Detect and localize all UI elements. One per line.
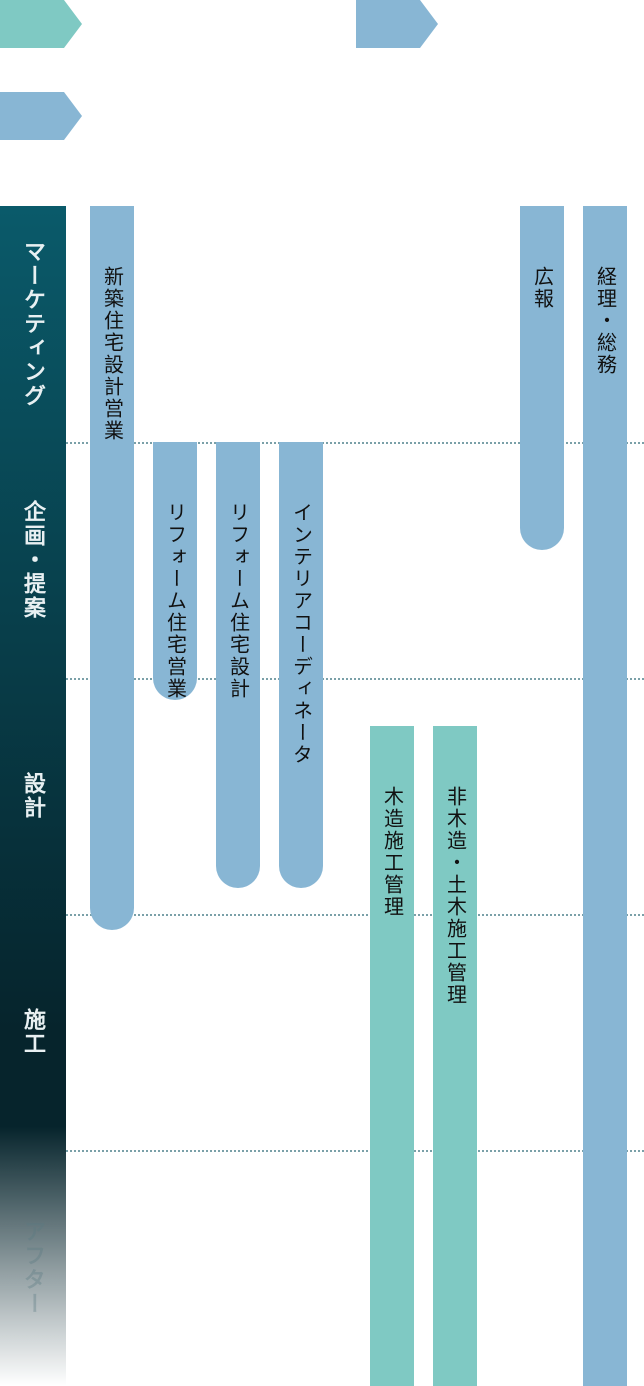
job-label: 新築住宅設計営業 [98,266,127,930]
job-label: 木造施工管理 [378,786,407,1386]
job-bar: 経理・総務 [583,206,627,1386]
job-bar: リフォーム住宅営業 [153,442,197,700]
job-label: インテリアコーディネータ [287,502,316,888]
job-bar: 木造施工管理 [370,726,414,1386]
job-bar: 新築住宅設計営業 [90,206,134,930]
phase-label: 企画・提案 [18,442,48,678]
job-label: 広報 [528,266,557,550]
phase-label: 施工 [18,914,48,1150]
legend-swatch [0,0,82,48]
phase-divider [66,914,644,916]
job-bar: 広報 [520,206,564,550]
job-bar: インテリアコーディネータ [279,442,323,888]
legend-swatch [356,0,438,48]
phase-label: マーケティング [18,206,48,442]
job-label: リフォーム住宅設計 [224,502,253,888]
phase-label: 設計 [18,678,48,914]
job-bar: 非木造・土木施工管理 [433,726,477,1386]
legend-swatch [0,92,82,140]
job-label: リフォーム住宅営業 [161,502,190,700]
job-label: 非木造・土木施工管理 [441,786,470,1386]
job-bar: リフォーム住宅設計 [216,442,260,888]
phase-divider [66,1150,644,1152]
job-label: 経理・総務 [591,266,620,1386]
phase-label: アフター [18,1150,48,1386]
